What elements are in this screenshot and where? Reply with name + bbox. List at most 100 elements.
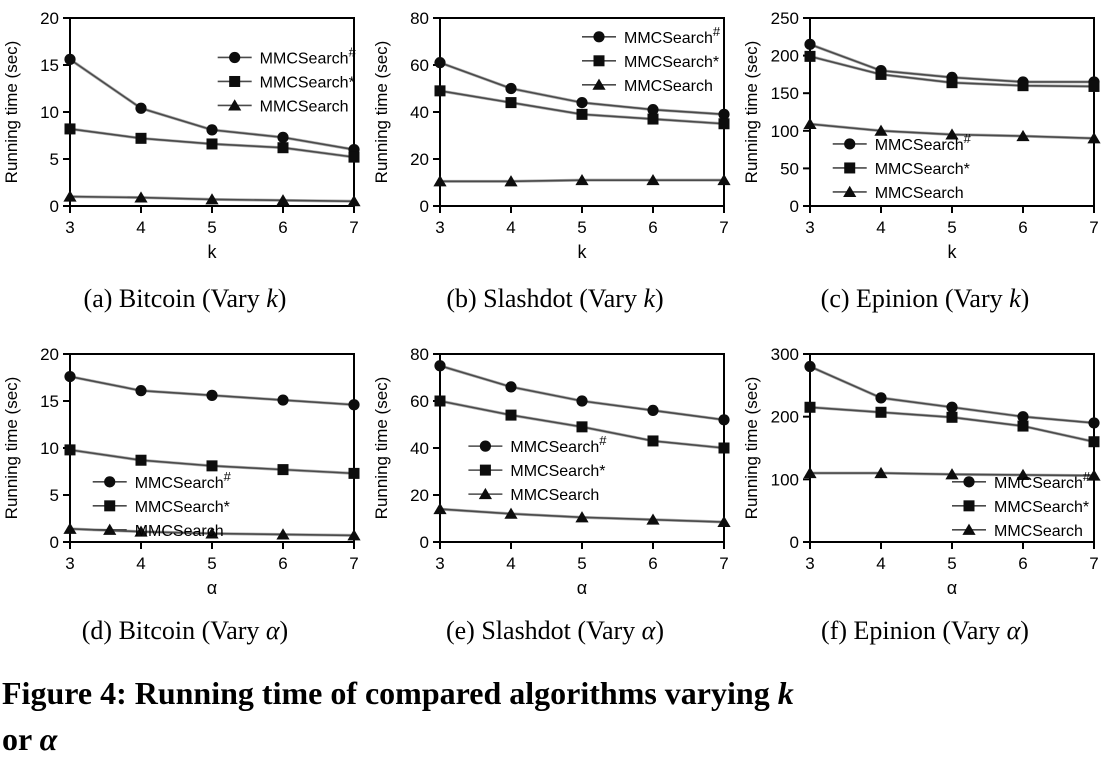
- x-tick-label: 5: [947, 554, 956, 573]
- legend-label: MMCSearch: [994, 523, 1083, 540]
- y-tick-label: 20: [410, 486, 429, 505]
- x-axis: 3 4 5 6 7: [65, 542, 359, 573]
- series-line-shadow: [439, 364, 725, 422]
- x-axis-title: k: [948, 242, 958, 262]
- square-marker: [576, 421, 588, 433]
- x-tick-label: 3: [65, 218, 74, 237]
- series-MMCSearch*: [434, 395, 730, 454]
- y-tick-label: 40: [410, 439, 429, 458]
- triangle-marker: [575, 511, 589, 523]
- y-axis-title: Running time (sec): [742, 41, 761, 184]
- y-tick-label: 40: [410, 103, 429, 122]
- figure-caption: Figure 4: Running time of compared algor…: [2, 675, 794, 758]
- y-axis-title: Running time (sec): [2, 41, 21, 184]
- y-tick-label: 15: [40, 56, 59, 75]
- caption-e: (e) Slashdot (Vary α): [445, 616, 664, 645]
- legend-label: MMCSearch*: [875, 161, 970, 178]
- x-tick-label: 5: [577, 218, 586, 237]
- square-marker: [1088, 80, 1100, 92]
- y-axis-title: Running time (sec): [372, 377, 391, 520]
- series-MMCSearch*: [434, 85, 730, 130]
- y-tick-label: 5: [50, 486, 59, 505]
- series-MMCSearch#: [434, 360, 730, 426]
- triangle-marker: [843, 185, 857, 197]
- y-tick-label: 15: [40, 392, 59, 411]
- y-tick-label: 20: [40, 345, 59, 364]
- y-axis: 0 100 200 300: [771, 345, 810, 552]
- series-MMCSearch#: [434, 57, 730, 120]
- circle-marker: [963, 476, 975, 488]
- x-tick-label: 5: [207, 218, 216, 237]
- triangle-marker: [103, 523, 117, 535]
- chart-svg-f: 0 100 200 300 3 4 5 6 7 α Running time (sec) MMCSea…: [742, 345, 1101, 598]
- triangle-marker: [1087, 132, 1101, 144]
- y-axis-title: Running time (sec): [2, 377, 21, 520]
- triangle-marker: [134, 525, 148, 537]
- legend-label: MMCSearch*: [624, 54, 719, 71]
- x-tick-label: 6: [1018, 218, 1027, 237]
- triangle-marker: [63, 522, 77, 534]
- circle-marker: [206, 124, 218, 136]
- x-tick-label: 6: [648, 218, 657, 237]
- circle-marker: [277, 394, 289, 406]
- square-marker: [64, 123, 76, 135]
- caption-row-vary-k: (a) Bitcoin (Vary k) (b) Slashdot (Vary …: [0, 284, 1112, 314]
- circle-marker: [348, 399, 360, 411]
- square-marker: [348, 151, 360, 163]
- circle-marker: [718, 414, 730, 426]
- x-tick-label: 3: [65, 554, 74, 573]
- triangle-marker: [205, 193, 219, 205]
- circle-marker: [104, 476, 116, 488]
- triangle-marker: [803, 466, 817, 479]
- x-axis: 3 4 5 6 7: [65, 206, 359, 237]
- series-MMCSearch*: [64, 123, 360, 163]
- legend: MMCSearch# MMCSearch* MMCSearch: [582, 24, 721, 95]
- triangle-marker: [803, 117, 817, 130]
- square-marker: [946, 77, 958, 89]
- x-axis: 3 4 5 6 7: [435, 206, 729, 237]
- square-marker: [718, 118, 730, 130]
- circle-marker: [229, 51, 241, 64]
- triangle-marker: [874, 466, 888, 479]
- square-marker: [593, 55, 605, 67]
- chart-bitcoin-vary-k: 0 5 10 15 20 3 4 5 6 7 k Running time (sec) MMCSearc…: [0, 4, 370, 262]
- x-tick-label: 4: [136, 554, 145, 573]
- triangle-marker: [592, 78, 606, 90]
- legend-label: MMCSearch#: [624, 24, 721, 47]
- caption-row-vary-alpha: (d) Bitcoin (Vary α) (e) Slashdot (Vary …: [0, 616, 1112, 646]
- series-MMCSearch: [803, 466, 1101, 481]
- y-tick-label: 60: [410, 56, 429, 75]
- triangle-marker: [717, 173, 731, 186]
- series-line: [439, 364, 725, 421]
- y-axis: 0 5 10 15 20: [40, 345, 70, 552]
- square-marker: [844, 162, 856, 174]
- y-tick-label: 0: [790, 197, 799, 216]
- legend-label: MMCSearch: [510, 487, 599, 504]
- y-axis-title: Running time (sec): [372, 41, 391, 184]
- y-tick-label: 0: [420, 197, 429, 216]
- triangle-marker: [276, 528, 290, 540]
- square-marker: [104, 500, 116, 512]
- square-marker: [479, 464, 491, 476]
- series-MMCSearch: [433, 502, 731, 528]
- legend-label: MMCSearch: [875, 185, 964, 202]
- square-marker: [505, 409, 517, 421]
- circle-marker: [593, 31, 605, 43]
- chart-svg-e: 0 20 40 60 80 3 4 5 6 7 α Running time (sec) MMCSear…: [372, 345, 731, 598]
- square-marker: [206, 460, 218, 472]
- circle-marker: [576, 395, 588, 407]
- x-tick-label: 5: [577, 554, 586, 573]
- legend-label: MMCSearch#: [510, 433, 607, 456]
- x-axis-title: α: [207, 578, 217, 598]
- circle-marker: [804, 38, 816, 50]
- triangle-marker: [504, 175, 518, 187]
- square-marker: [576, 108, 588, 120]
- x-tick-label: 5: [207, 554, 216, 573]
- legend: MMCSearch# MMCSearch* MMCSearch: [952, 469, 1091, 540]
- legend-label: MMCSearch: [260, 98, 349, 115]
- series-MMCSearch#: [804, 360, 1100, 429]
- x-axis: 3 4 5 6 7: [435, 542, 729, 573]
- y-axis: 0 20 40 60 80: [410, 9, 440, 216]
- y-tick-label: 80: [410, 345, 429, 364]
- x-tick-label: 7: [719, 218, 728, 237]
